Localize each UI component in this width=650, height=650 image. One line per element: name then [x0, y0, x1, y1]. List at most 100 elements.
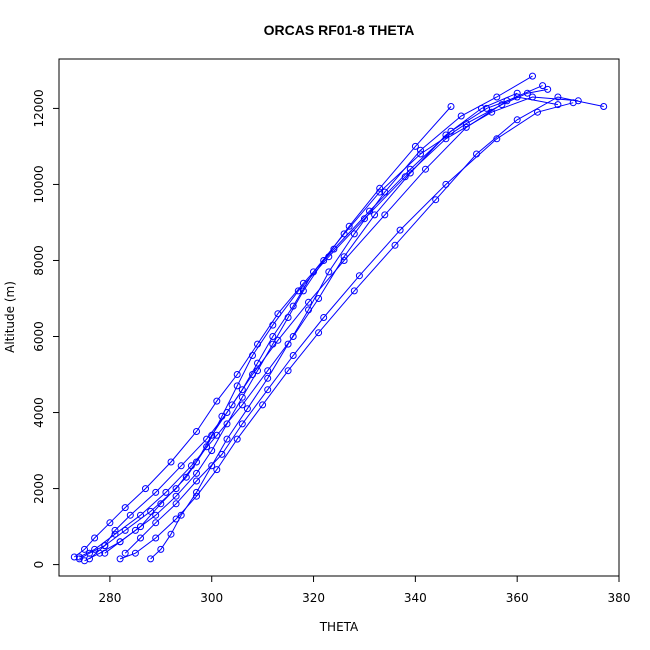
data-point [157, 500, 165, 508]
data-point [172, 500, 180, 508]
data-point [238, 393, 246, 401]
data-point [457, 112, 465, 120]
data-point [223, 435, 231, 443]
data-point [91, 534, 99, 542]
data-point [264, 386, 272, 394]
plot-frame [58, 58, 620, 577]
series-line [104, 106, 452, 554]
data-point [152, 511, 160, 519]
data-point [137, 523, 144, 531]
data-point [299, 279, 307, 287]
data-point [355, 272, 363, 280]
data-point [264, 374, 272, 382]
data-point [131, 549, 139, 557]
data-point [116, 538, 124, 546]
data-point [396, 226, 404, 234]
series-line [79, 88, 548, 560]
series-line [119, 96, 604, 560]
x-tick-label: 320 [302, 591, 325, 605]
data-point [447, 103, 455, 110]
data-point [121, 526, 129, 534]
data-point [233, 382, 241, 390]
data-point [213, 431, 221, 439]
data-point [152, 519, 160, 527]
data-point [320, 314, 328, 321]
data-point [249, 352, 256, 359]
data-point [422, 165, 429, 173]
data-point [208, 462, 216, 470]
data-point [81, 545, 88, 553]
data-point [406, 169, 414, 177]
x-tick-label: 360 [506, 591, 529, 605]
chart-title: ORCAS RF01-8 THETA [264, 22, 415, 38]
y-tick-label: 4000 [32, 397, 46, 428]
data-point [529, 93, 536, 101]
data-point [167, 458, 175, 466]
data-point [218, 450, 226, 458]
y-tick-label: 6000 [32, 321, 46, 352]
data-point [417, 146, 424, 154]
data-point [147, 555, 155, 563]
data-point [126, 511, 134, 519]
data-point [193, 428, 200, 435]
data-point [213, 397, 221, 405]
x-tick-label: 380 [608, 591, 631, 605]
data-point [152, 534, 160, 542]
data-point [121, 504, 129, 512]
data-point [182, 473, 190, 481]
data-point [513, 89, 521, 97]
data-point [447, 127, 455, 135]
data-point [147, 507, 155, 515]
y-axis: 0 2000 4000 6000 8000 10000 12000 [32, 89, 59, 568]
data-point [381, 211, 389, 219]
data-point [442, 180, 450, 188]
data-point [350, 230, 358, 238]
data-point [401, 173, 409, 181]
data-point [269, 340, 277, 348]
x-tick-label: 280 [98, 591, 121, 605]
data-point [162, 488, 170, 496]
data-point [493, 135, 501, 143]
data-point [167, 530, 175, 538]
series-line [124, 102, 574, 554]
data-point [554, 93, 562, 101]
data-point [208, 447, 216, 455]
series-line [79, 92, 518, 558]
data-point [106, 519, 114, 527]
data-point [320, 257, 328, 264]
data-point [70, 553, 78, 561]
data-point [101, 549, 109, 557]
data-point [600, 103, 608, 110]
y-tick-label: 2000 [32, 473, 46, 504]
series-line [150, 75, 533, 560]
data-point [299, 287, 307, 295]
data-point [269, 321, 277, 329]
data-point [254, 367, 261, 375]
data-point [544, 85, 552, 93]
data-point [101, 542, 109, 550]
data-point [238, 420, 246, 428]
data-point [315, 295, 323, 302]
data-point [340, 253, 348, 261]
data-point [284, 340, 292, 348]
data-point [569, 99, 577, 107]
data-point [111, 530, 119, 538]
data-point [233, 435, 241, 443]
data-point [111, 526, 119, 534]
data-point [208, 431, 216, 439]
data-point [137, 511, 144, 519]
data-point [498, 101, 506, 109]
x-tick-label: 300 [200, 591, 223, 605]
series-layer [70, 72, 608, 565]
data-point [442, 131, 450, 139]
data-point [411, 142, 419, 150]
data-point [284, 314, 292, 321]
x-axis-label: THETA [319, 620, 359, 634]
data-point [193, 477, 200, 485]
data-point [432, 196, 440, 204]
data-point [554, 101, 562, 109]
data-point [177, 462, 185, 470]
data-point [350, 287, 358, 295]
data-point [259, 401, 267, 409]
